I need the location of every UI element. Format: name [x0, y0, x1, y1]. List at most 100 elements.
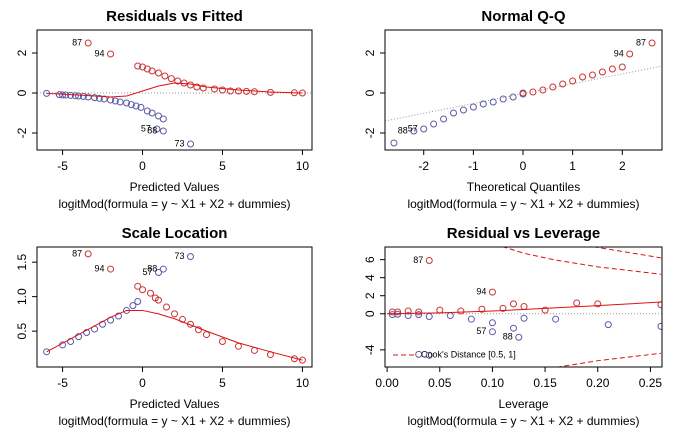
point	[478, 305, 486, 313]
point	[425, 312, 433, 320]
point	[657, 322, 662, 330]
x-tick-label: 0.05	[428, 376, 452, 390]
smooth-line	[387, 301, 661, 315]
point	[559, 80, 567, 88]
point	[129, 302, 137, 310]
plot-area	[37, 39, 312, 148]
point-label: 73	[174, 138, 184, 148]
x-axis-label: Predicted Values	[130, 397, 220, 411]
smooth-line	[46, 309, 303, 361]
point	[410, 127, 418, 135]
panel-title: Residuals vs Fitted	[106, 8, 243, 25]
point	[598, 68, 606, 76]
subtitle: logitMod(formula = y ~ X1 + X2 + dummies…	[407, 197, 639, 211]
point	[155, 296, 163, 304]
point-label: 94	[614, 48, 624, 58]
point	[159, 265, 167, 273]
point-label: 94	[476, 286, 486, 296]
x-tick-label: 0.20	[586, 376, 610, 390]
point	[242, 87, 250, 95]
subtitle: logitMod(formula = y ~ X1 + X2 + dummies…	[407, 414, 639, 428]
smooth-line	[46, 82, 303, 98]
point	[573, 299, 581, 307]
point	[134, 282, 142, 290]
point	[155, 269, 163, 277]
point-label: 94	[95, 263, 105, 273]
point	[459, 106, 467, 114]
x-tick-label: 0.10	[481, 376, 505, 390]
point	[79, 92, 87, 100]
point	[186, 81, 194, 89]
point	[123, 99, 131, 107]
cooks-distance-line	[555, 352, 662, 367]
point-label: 94	[95, 48, 105, 58]
point	[657, 301, 662, 309]
point	[390, 139, 398, 147]
point	[520, 303, 528, 311]
point	[163, 303, 171, 311]
point	[139, 286, 147, 294]
point	[509, 300, 517, 308]
point	[539, 86, 547, 94]
point	[134, 62, 142, 70]
point	[95, 94, 103, 102]
plot-frame	[384, 246, 663, 368]
point	[116, 98, 124, 106]
point	[132, 102, 140, 110]
subtitle: logitMod(formula = y ~ X1 + X2 + dummies…	[58, 197, 290, 211]
point	[394, 308, 402, 316]
point	[446, 312, 454, 320]
y-tick-label: 4	[363, 274, 377, 281]
legend-label: Cook's Distance [0.5, 1]	[421, 349, 516, 359]
point-label: 87	[72, 248, 82, 258]
y-tick-label: 2	[15, 49, 29, 56]
point	[499, 304, 507, 312]
x-axis-label: Predicted Values	[130, 180, 220, 194]
point	[488, 328, 496, 336]
point	[67, 91, 75, 99]
x-tick-label: 1	[569, 159, 576, 173]
point	[186, 253, 194, 261]
point	[137, 103, 145, 111]
y-tick-label: 0.5	[15, 322, 29, 339]
point	[425, 257, 433, 265]
point	[159, 115, 167, 123]
point	[404, 312, 412, 320]
panel-title: Normal Q-Q	[481, 8, 566, 25]
point	[541, 306, 549, 314]
point	[515, 333, 523, 341]
point	[186, 140, 194, 148]
point	[218, 86, 226, 94]
point-label: 87	[636, 37, 646, 47]
x-tick-label: -5	[57, 159, 68, 173]
point-label: 88	[147, 263, 157, 273]
point	[529, 88, 537, 96]
point-label: 87	[72, 37, 82, 47]
plot-area	[385, 39, 662, 147]
point	[178, 315, 186, 323]
plot-frame	[36, 246, 313, 368]
point-label: 88	[147, 125, 157, 135]
point	[111, 97, 119, 105]
point	[100, 95, 108, 103]
point	[107, 265, 115, 273]
x-tick-label: 0	[139, 159, 146, 173]
point	[457, 307, 465, 315]
point	[194, 326, 202, 334]
y-tick-label: -2	[15, 127, 29, 138]
point	[404, 307, 412, 315]
point	[415, 350, 423, 358]
point	[489, 98, 497, 106]
point	[589, 71, 597, 79]
point	[115, 312, 123, 320]
x-tick-label: 0	[139, 376, 146, 390]
point	[648, 39, 656, 47]
point	[520, 314, 528, 322]
point	[148, 109, 156, 117]
point-label: 73	[174, 251, 184, 261]
point	[425, 351, 433, 359]
x-axis-label: Theoretical Quantiles	[467, 180, 580, 194]
panel-title: Scale Location	[122, 225, 228, 242]
